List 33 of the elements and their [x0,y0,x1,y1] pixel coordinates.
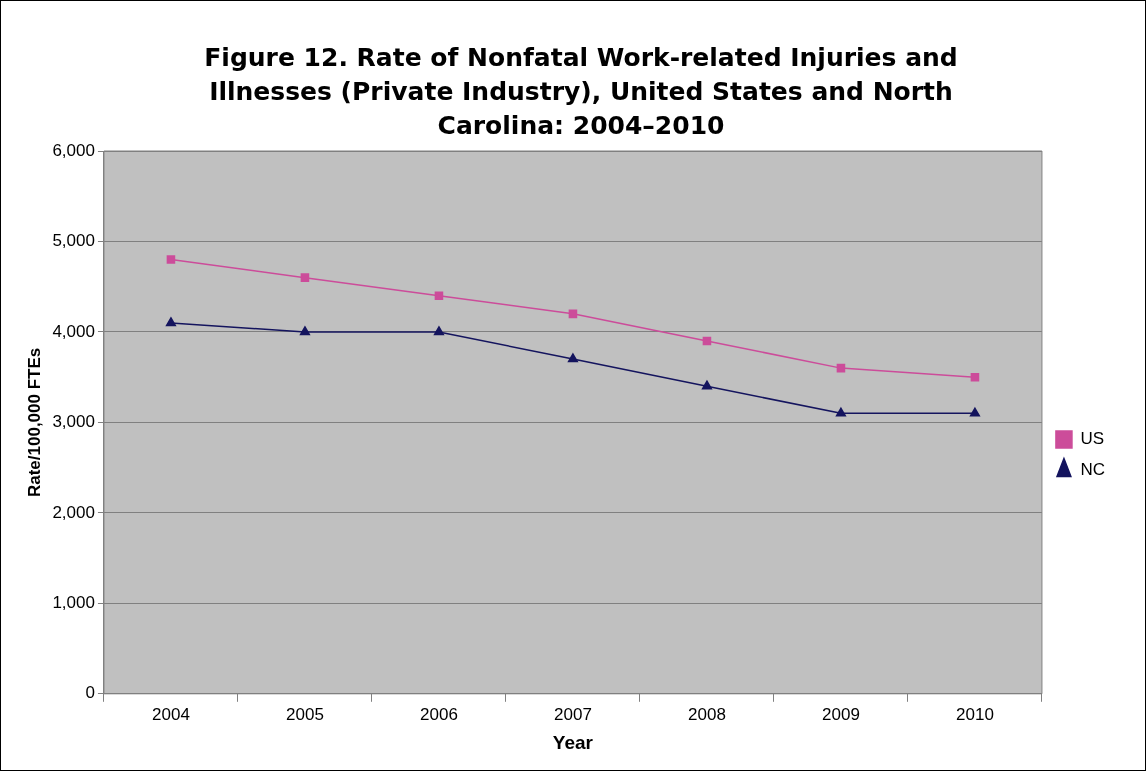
y-tick-label: 5,000 [52,231,95,251]
x-tick-label: 2008 [688,704,726,724]
x-axis-title: Year [552,731,594,753]
y-tick-label: 1,000 [52,593,95,613]
chart-title: Figure 12. Rate of Nonfatal Work-related Injuries and Illnesses (Private Industry), United States and North Carolina: 2004–2010 [203,42,959,142]
x-tick-label: 2004 [152,704,190,724]
point [434,291,444,301]
point [567,353,579,363]
point [299,326,311,336]
point [701,380,713,390]
y-tick-label: 3,000 [52,412,95,432]
point [836,363,846,373]
point [165,317,177,327]
legend-label: US [1080,429,1105,449]
point [969,407,981,417]
legend-label: NC [1080,460,1106,480]
y-tick-label: 6,000 [52,140,95,160]
x-tick-label: 2006 [420,704,458,724]
y-tick-label: 2,000 [52,502,95,522]
x-tick-label: 2005 [286,704,324,724]
y-tick-label: 4,000 [52,321,95,341]
point [166,255,176,264]
point [568,309,578,319]
x-tick-label: 2009 [822,704,860,724]
point [970,372,980,382]
y-tick-label: 0 [85,683,95,703]
y-axis-title: Rate/100,000 FTEs [24,347,44,498]
x-tick-label: 2010 [956,704,994,724]
point [702,336,712,346]
point [433,326,445,336]
point [835,407,847,417]
point [300,273,310,282]
x-tick-label: 2007 [554,704,592,724]
